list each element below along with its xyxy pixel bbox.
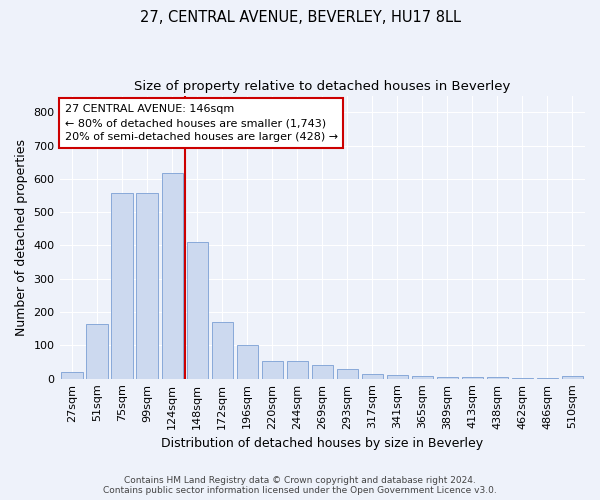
Text: Contains HM Land Registry data © Crown copyright and database right 2024.
Contai: Contains HM Land Registry data © Crown c… [103, 476, 497, 495]
Bar [112, 193, 133, 378]
Bar [462, 377, 483, 378]
Title: Size of property relative to detached houses in Beverley: Size of property relative to detached ho… [134, 80, 511, 93]
X-axis label: Distribution of detached houses by size in Beverley: Distribution of detached houses by size … [161, 437, 484, 450]
Bar [136, 193, 158, 378]
Bar [337, 368, 358, 378]
Bar [311, 366, 333, 378]
Y-axis label: Number of detached properties: Number of detached properties [15, 138, 28, 336]
Bar [187, 242, 208, 378]
Bar [437, 377, 458, 378]
Bar [562, 376, 583, 378]
Bar [412, 376, 433, 378]
Bar [86, 324, 108, 378]
Bar [362, 374, 383, 378]
Bar [262, 361, 283, 378]
Text: 27, CENTRAL AVENUE, BEVERLEY, HU17 8LL: 27, CENTRAL AVENUE, BEVERLEY, HU17 8LL [139, 10, 461, 25]
Bar [236, 346, 258, 378]
Text: 27 CENTRAL AVENUE: 146sqm
← 80% of detached houses are smaller (1,743)
20% of se: 27 CENTRAL AVENUE: 146sqm ← 80% of detac… [65, 104, 338, 142]
Bar [387, 376, 408, 378]
Bar [212, 322, 233, 378]
Bar [287, 362, 308, 378]
Bar [161, 173, 183, 378]
Bar [61, 372, 83, 378]
